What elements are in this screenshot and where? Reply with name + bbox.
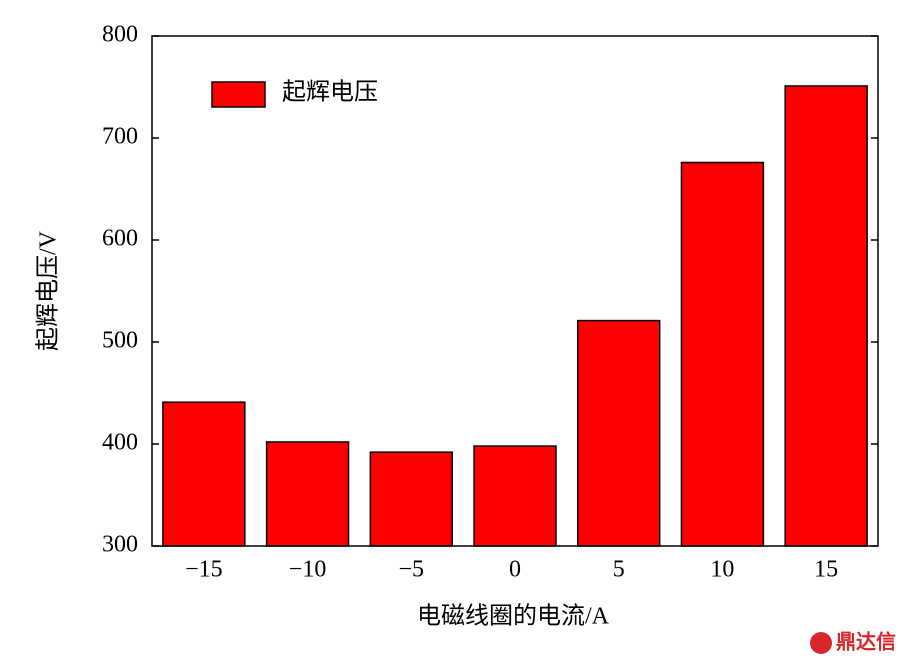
legend-swatch (211, 81, 266, 108)
y-tick-label: 300 (102, 532, 138, 558)
x-tick-label: −5 (399, 557, 425, 583)
bar (369, 451, 454, 547)
y-axis-label: 起辉电压/V (35, 230, 62, 351)
watermark-text: 鼎达信 (836, 630, 896, 654)
bar (265, 441, 350, 547)
watermark-icon (810, 632, 832, 654)
x-tick-label: 5 (613, 557, 625, 583)
bar (784, 85, 868, 547)
bar (576, 319, 661, 547)
bar (680, 161, 765, 547)
legend-label: 起辉电压 (282, 79, 378, 106)
x-axis-label: 电磁线圈的电流/A (417, 603, 610, 630)
y-tick-label: 400 (102, 430, 138, 456)
plot-frame (151, 35, 879, 547)
y-tick-label: 800 (102, 22, 138, 48)
bar (162, 401, 246, 547)
x-tick-label: −15 (185, 557, 223, 583)
bar (473, 445, 557, 547)
x-tick-label: 10 (710, 557, 734, 583)
x-tick-label: 15 (814, 557, 838, 583)
y-tick-label: 700 (102, 124, 138, 150)
x-tick-label: 0 (509, 557, 521, 583)
y-tick-label: 500 (102, 328, 138, 354)
x-tick-label: −10 (289, 557, 327, 583)
watermark: 鼎达信 (810, 630, 896, 654)
y-tick-label: 600 (102, 226, 138, 252)
